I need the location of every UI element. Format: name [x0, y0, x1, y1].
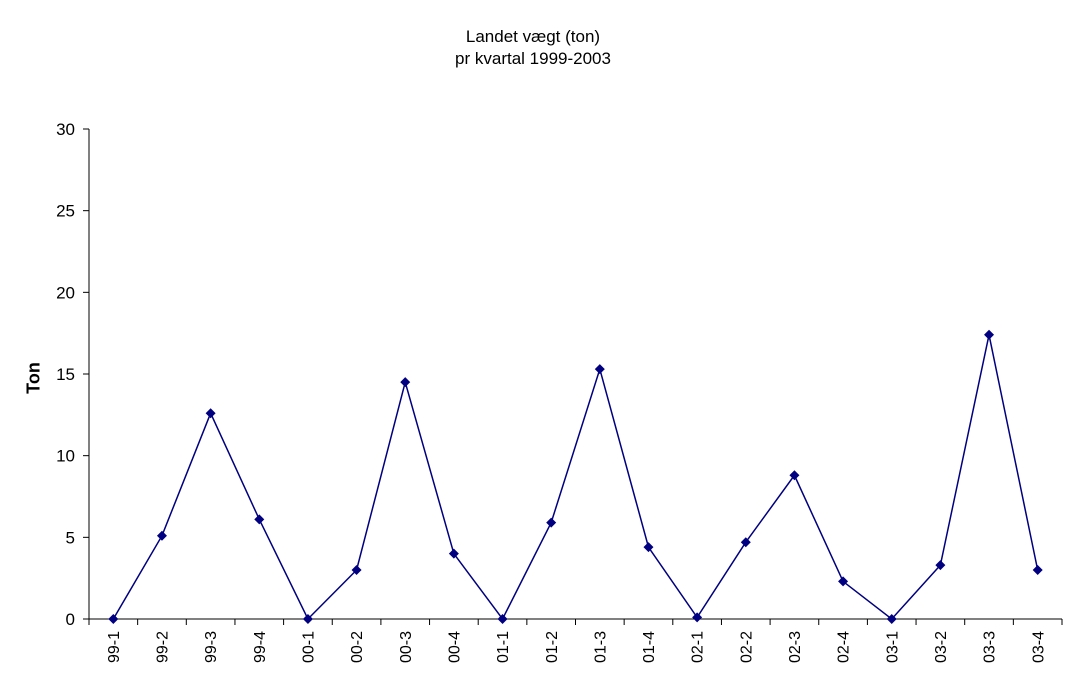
- data-point: [886, 614, 897, 624]
- data-point: [1032, 565, 1043, 575]
- data-point: [692, 612, 703, 623]
- x-tick-label: 02-1: [690, 631, 707, 663]
- chart-subtitle: pr kvartal 1999-2003: [455, 49, 611, 68]
- data-point: [546, 517, 557, 528]
- x-tick-label: 99-2: [155, 631, 172, 663]
- data-point: [643, 542, 654, 553]
- x-tick-label: 00-4: [446, 631, 463, 663]
- x-tick-label: 03-2: [933, 631, 950, 663]
- x-tick-label: 01-4: [641, 631, 658, 663]
- data-point: [935, 560, 946, 571]
- y-tick-label: 0: [66, 610, 75, 629]
- y-tick-label: 20: [56, 283, 75, 302]
- data-point: [205, 408, 216, 419]
- x-tick-label: 01-1: [495, 631, 512, 663]
- y-tick-label: 15: [56, 365, 75, 384]
- y-tick-label: 25: [56, 202, 75, 221]
- data-point: [594, 364, 605, 375]
- x-tick-label: 03-3: [982, 631, 999, 663]
- data-point: [984, 329, 995, 340]
- x-tick-label: 99-4: [252, 631, 269, 663]
- data-point: [400, 377, 411, 388]
- data-point: [740, 537, 751, 548]
- x-tick-label: 02-3: [787, 631, 804, 663]
- x-tick-label: 99-3: [203, 631, 220, 663]
- data-point: [448, 548, 459, 559]
- series-line: [112, 334, 1039, 621]
- data-point: [838, 576, 849, 587]
- x-tick-label: 01-2: [544, 631, 561, 663]
- x-tick-label: 00-2: [349, 631, 366, 663]
- chart-title: Landet vægt (ton): [465, 27, 601, 46]
- data-point: [108, 614, 119, 624]
- x-tick-label: 02-4: [836, 631, 853, 663]
- chart-title-block: Landet vægt (ton) pr kvartal 1999-2003: [0, 26, 1066, 70]
- x-tick-label: 01-3: [592, 631, 609, 663]
- x-tick-label: 02-2: [738, 631, 755, 663]
- y-tick-label: 5: [66, 528, 75, 547]
- data-point: [789, 470, 800, 481]
- data-point: [302, 614, 313, 624]
- x-tick-label: 00-1: [301, 631, 318, 663]
- y-tick-label: 10: [56, 447, 75, 466]
- y-tick-label: 30: [56, 120, 75, 139]
- data-point: [497, 614, 508, 624]
- data-point: [156, 530, 167, 541]
- x-tick-label: 99-1: [106, 631, 123, 663]
- data-point: [351, 565, 362, 575]
- data-point: [254, 514, 265, 525]
- x-tick-label: 03-4: [1030, 631, 1047, 663]
- x-tick-label: 00-3: [398, 631, 415, 663]
- x-tick-label: 03-1: [884, 631, 901, 663]
